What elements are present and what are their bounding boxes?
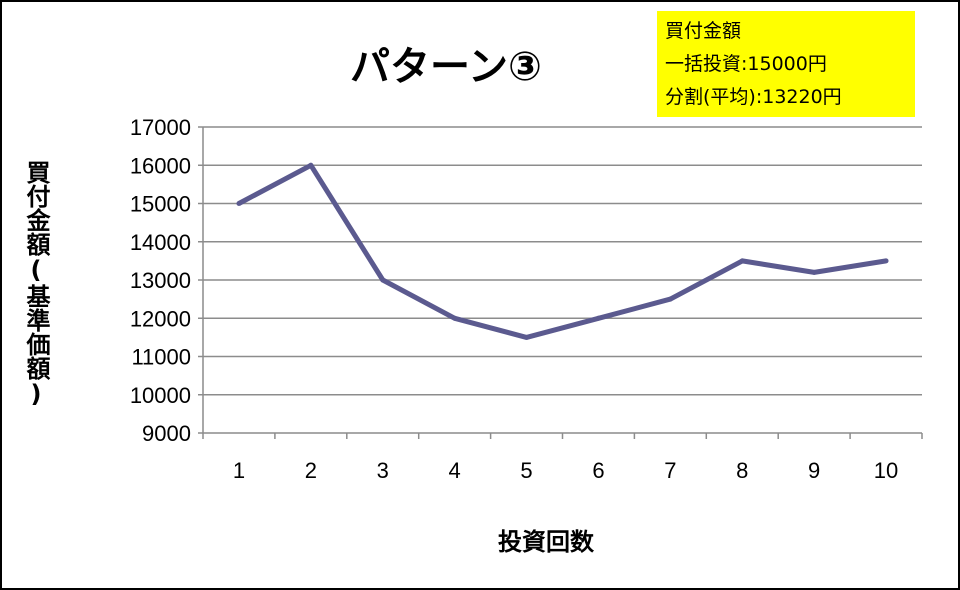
data-point-0-7 [739, 258, 745, 264]
x-tick-label-4: 5 [520, 458, 532, 483]
data-point-0-1 [308, 162, 314, 168]
annotation-line-1: 買付金額 [665, 20, 742, 42]
x-tick-label-9: 10 [874, 458, 898, 483]
data-point-0-0 [236, 201, 242, 206]
x-tick-label-1: 2 [305, 458, 317, 483]
data-point-0-4 [524, 334, 530, 340]
annotation-box: 買付金額 一括投資:15000円 分割(平均):13220円 [657, 11, 915, 117]
x-tick-label-6: 7 [664, 458, 676, 483]
series-line-0 [237, 162, 887, 340]
annotation-line-2: 一括投資:15000円 [665, 53, 827, 75]
data-point-0-5 [595, 315, 601, 321]
x-tick-label-3: 4 [449, 458, 461, 483]
y-tick-label-4: 13000 [130, 268, 191, 293]
x-axis-label: 投資回数 [498, 528, 594, 556]
data-point-0-6 [667, 296, 673, 302]
x-tick-label-5: 6 [592, 458, 604, 483]
x-tick-label-7: 8 [736, 458, 748, 483]
y-tick-label-2: 11000 [131, 345, 191, 370]
y-tick-label-7: 16000 [130, 153, 191, 178]
y-tick-label-5: 14000 [130, 230, 191, 255]
x-tick-label-8: 9 [808, 458, 820, 483]
y-tick-label-6: 15000 [130, 192, 191, 217]
data-point-0-9 [883, 258, 889, 264]
data-point-0-3 [452, 315, 458, 321]
y-axis-label: 買付金額(基準価額) [22, 160, 50, 408]
annotation-line-3: 分割(平均):13220円 [665, 86, 842, 108]
y-tick-label-3: 12000 [130, 306, 191, 331]
x-tick-label-2: 3 [377, 458, 389, 483]
chart-title: パターン③ [350, 44, 542, 90]
x-tick-label-0: 1 [233, 458, 245, 483]
data-point-0-8 [811, 269, 817, 275]
y-tick-label-1: 10000 [130, 383, 191, 408]
y-tick-label-8: 17000 [130, 115, 191, 140]
y-tick-label-0: 9000 [142, 421, 191, 446]
data-point-0-2 [380, 277, 386, 283]
